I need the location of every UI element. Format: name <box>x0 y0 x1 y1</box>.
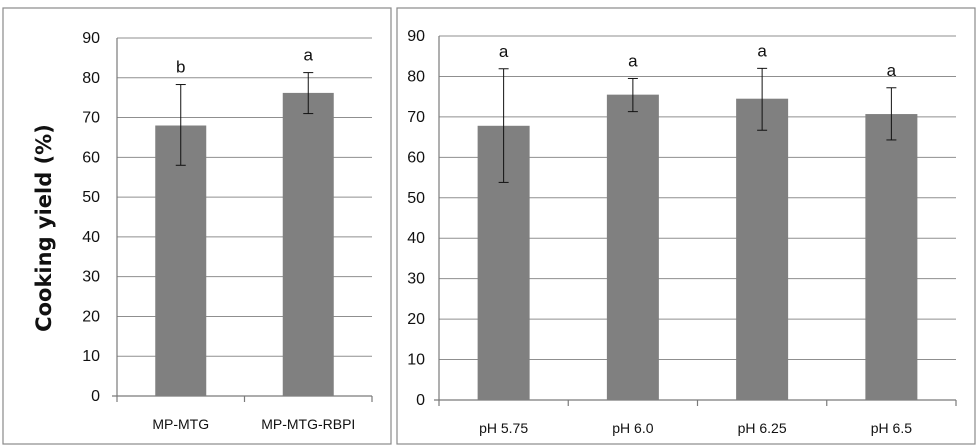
y-tick-label: 90 <box>407 28 425 45</box>
category-label-1: pH 6.0 <box>612 420 653 436</box>
y-tick-label: 50 <box>407 190 425 207</box>
right-panel: 0 10 20 30 40 50 60 70 80 90 a pH 5.75 a pH 6.0 a pH 6.… <box>396 7 976 445</box>
y-tick-label: 50 <box>82 189 100 206</box>
bar-0 <box>155 125 207 396</box>
y-tick-label: 10 <box>82 348 100 365</box>
category-label-2: pH 6.25 <box>738 420 787 436</box>
y-tick-label: 10 <box>407 352 425 369</box>
significance-label-2: a <box>757 41 767 60</box>
bar-2 <box>736 98 789 400</box>
left-panel: Cooking yield (%) 0 10 20 30 40 50 60 70 80 90 b MP… <box>2 7 392 445</box>
category-label-0: pH 5.75 <box>479 420 528 436</box>
y-tick-label: 0 <box>416 392 425 409</box>
y-tick-label: 20 <box>407 311 425 328</box>
y-tick-label: 60 <box>407 149 425 166</box>
bar-3 <box>865 114 918 401</box>
right-plot: 0 10 20 30 40 50 60 70 80 90 a pH 5.75 a pH 6.0 a pH 6.… <box>407 28 957 436</box>
y-tick-label: 70 <box>407 109 425 126</box>
y-tick-label: 70 <box>82 110 100 127</box>
significance-label-1: a <box>628 51 638 70</box>
y-tick-label: 0 <box>91 388 100 405</box>
y-tick-label: 80 <box>407 68 425 85</box>
y-tick-label: 20 <box>82 308 100 325</box>
significance-label-3: a <box>887 61 897 80</box>
y-tick-label: 60 <box>82 149 100 166</box>
y-tick-label: 80 <box>82 70 100 87</box>
y-tick-label: 40 <box>82 229 100 246</box>
y-axis-label: Cooking yield (%) <box>32 124 56 332</box>
bar-1 <box>282 92 334 396</box>
significance-label-1: a <box>304 46 314 65</box>
y-tick-label: 90 <box>82 30 100 47</box>
significance-label-0: b <box>176 58 185 77</box>
category-label-3: pH 6.5 <box>871 420 912 436</box>
category-label-0: MP-MTG <box>152 416 209 432</box>
y-tick-label: 30 <box>82 269 100 286</box>
y-tick-label: 30 <box>407 271 425 288</box>
y-tick-label: 40 <box>407 230 425 247</box>
significance-label-0: a <box>499 42 509 61</box>
bar-1 <box>606 94 659 401</box>
left-plot: 0 10 20 30 40 50 60 70 80 90 b MP-MTG a MP-MTG-RBPI <box>82 30 373 432</box>
category-label-1: MP-MTG-RBPI <box>261 416 355 432</box>
